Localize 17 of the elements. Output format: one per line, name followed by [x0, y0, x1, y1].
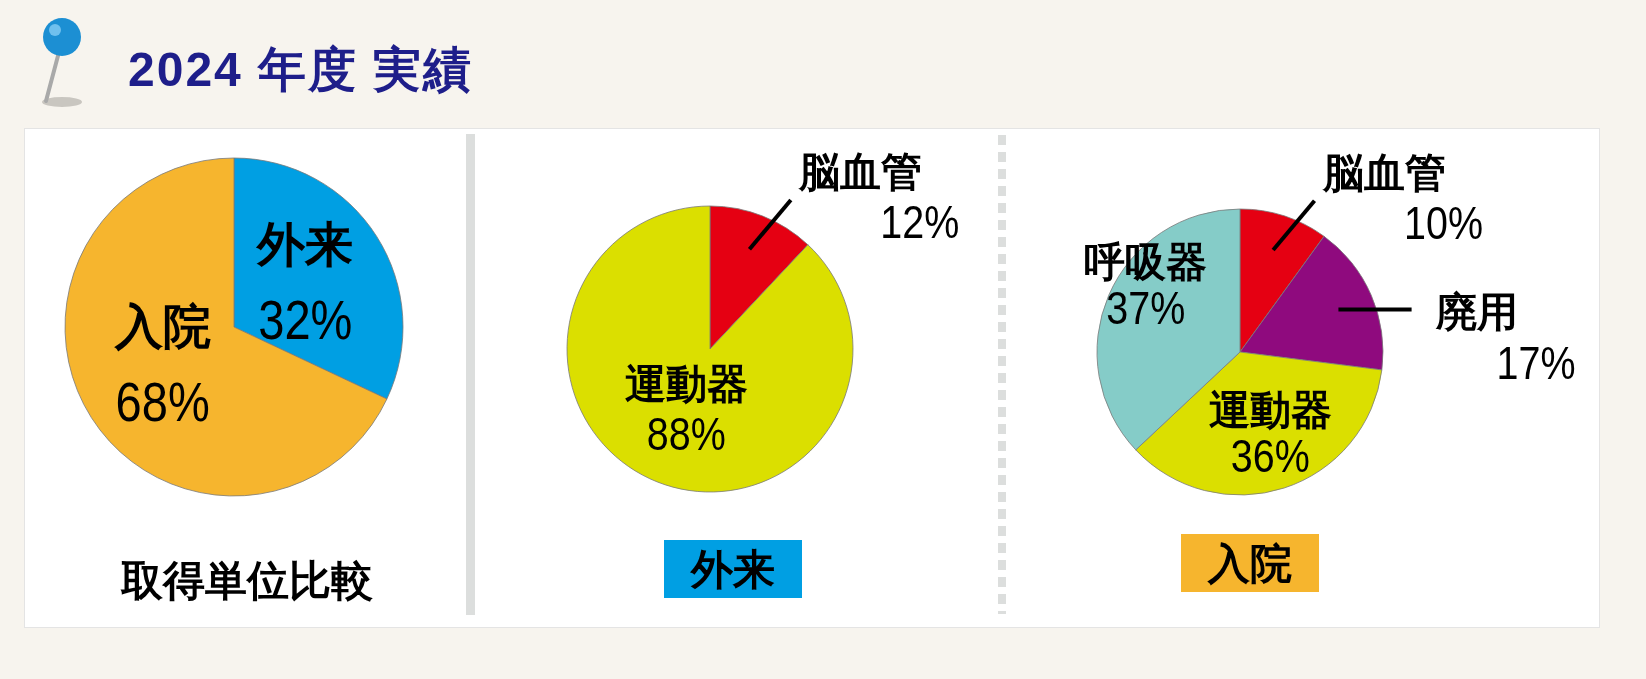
text: 取得単位比較 [120, 556, 373, 604]
data-label: 12% [880, 196, 960, 248]
slice-label: 脳血管 [797, 148, 922, 195]
data-label: 68% [115, 370, 210, 434]
text: 外来 [690, 545, 775, 593]
pie-slice [566, 205, 854, 493]
data-label: 10% [1404, 196, 1484, 249]
data-label: 88% [646, 407, 726, 460]
slice-label: 運動器 [624, 361, 748, 408]
slice-label: 入院 [113, 300, 211, 354]
slice-label: 廃用 [1434, 289, 1518, 336]
chart-title: 2024 年度 実績 [128, 42, 474, 96]
slice-label: 脳血管 [1321, 149, 1446, 196]
text: 入院 [1207, 539, 1292, 587]
data-label: 32% [258, 287, 353, 351]
data-label: 17% [1496, 336, 1576, 389]
slice-label: 外来 [255, 217, 354, 271]
